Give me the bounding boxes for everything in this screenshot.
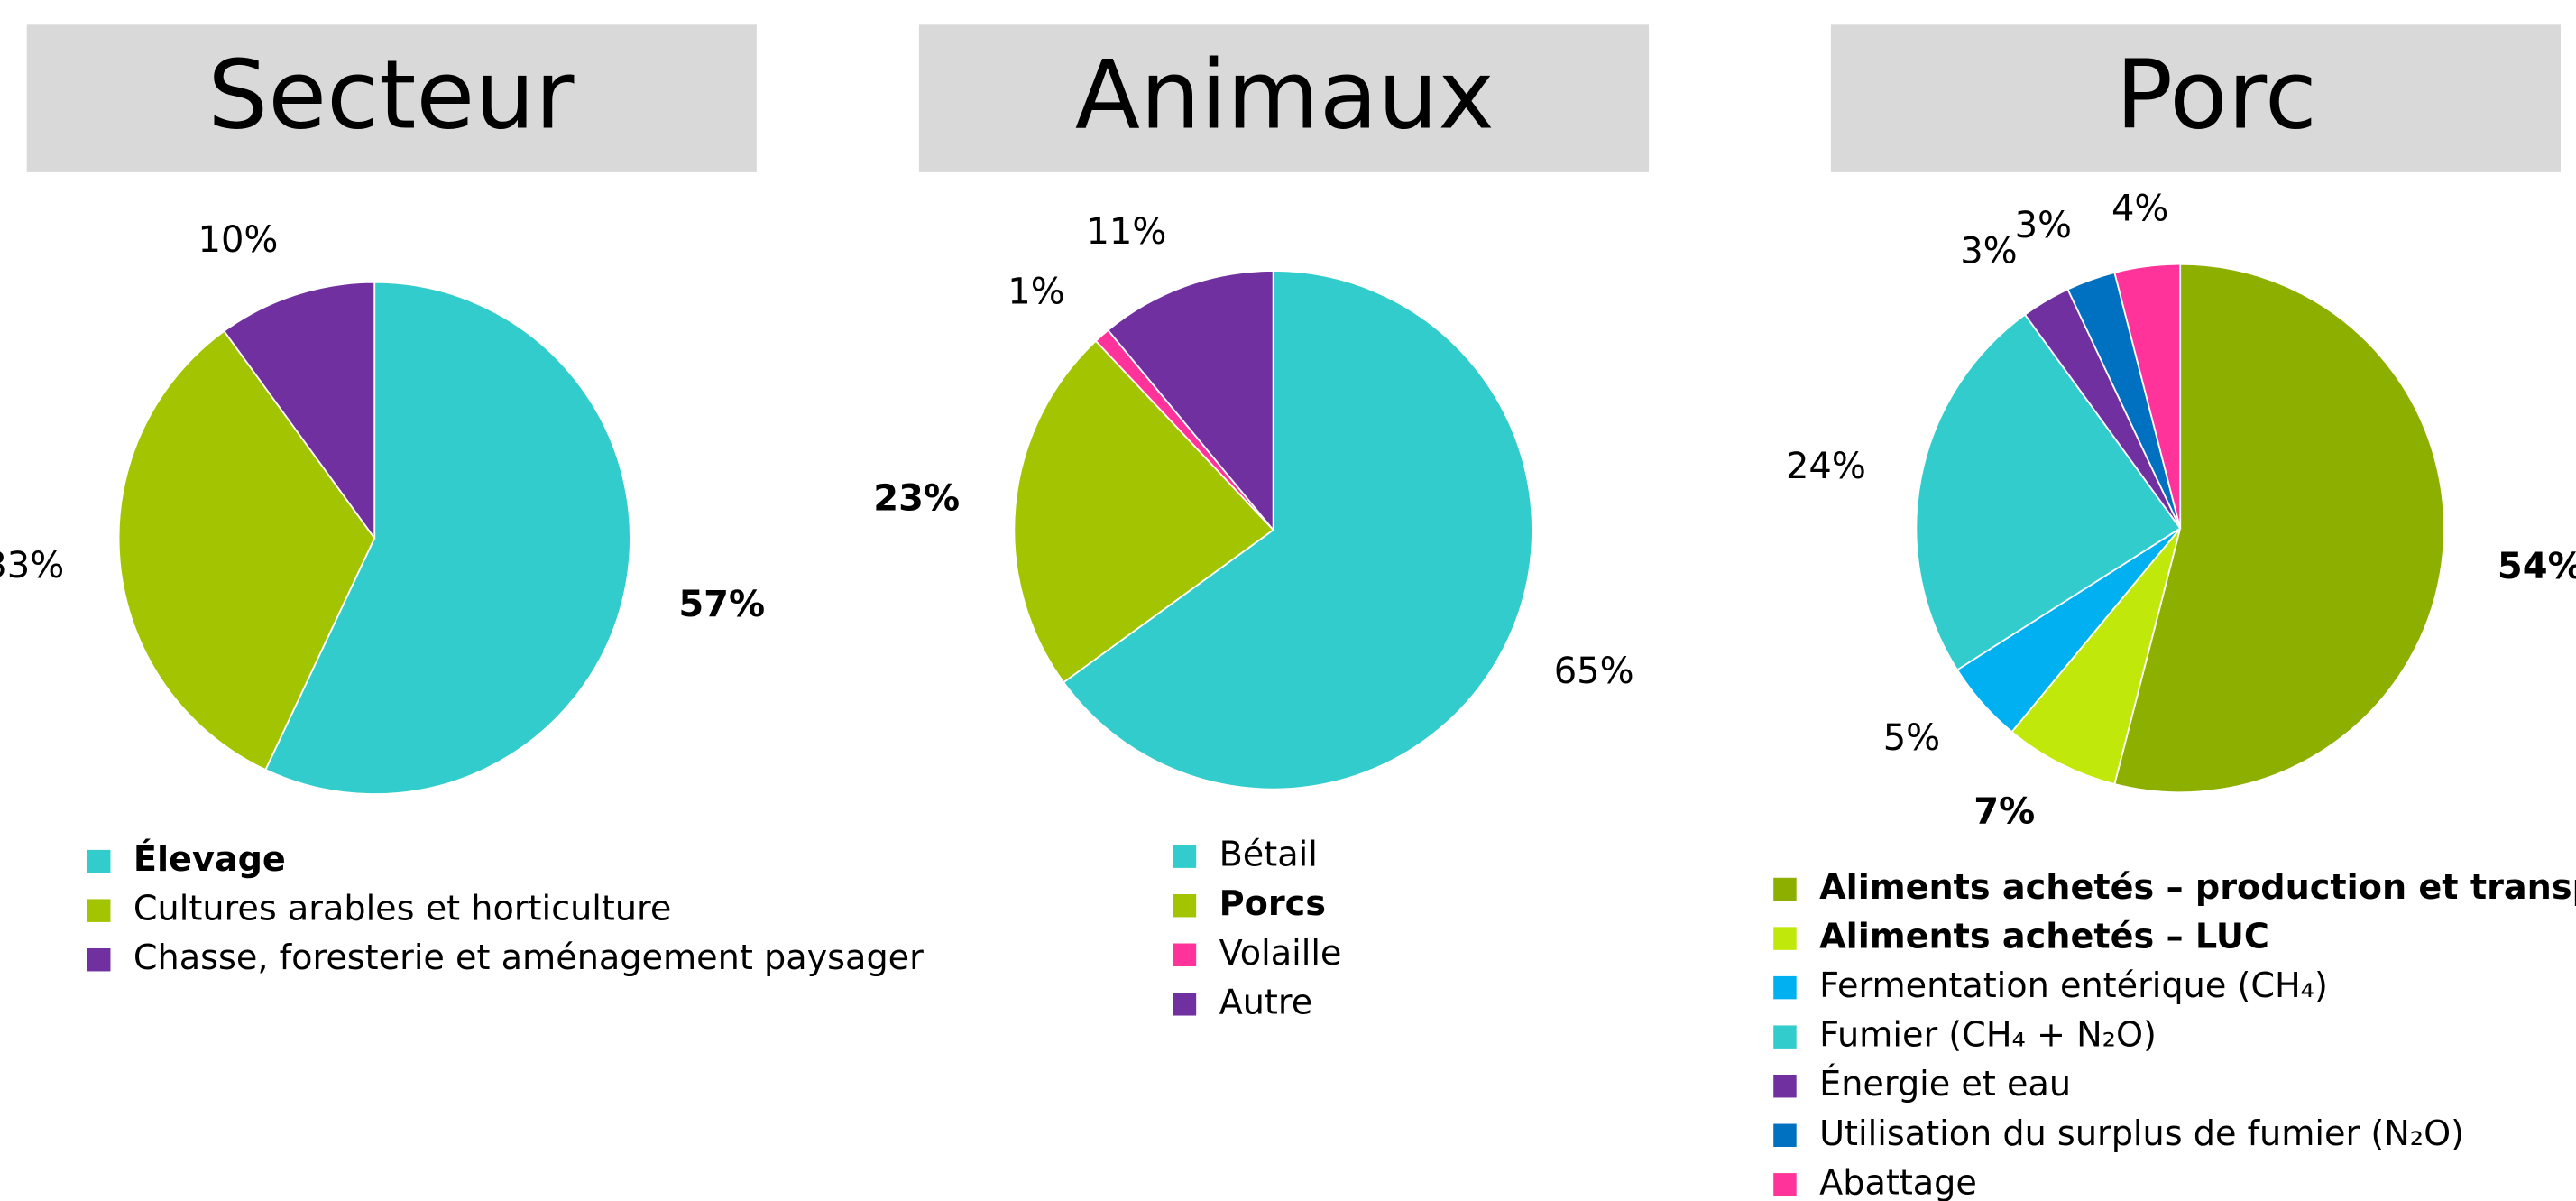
legend-swatch [87,849,111,873]
data-label: 54% [2498,546,2576,587]
data-label: 11% [1086,211,1166,253]
legend-label: Élevage [133,837,286,880]
pie-slice [1062,270,1533,790]
data-label: 3% [2015,205,2072,246]
legend-label: Abattage [1819,1163,1977,1201]
data-label: 7% [1973,790,2035,832]
legend-label: Porcs [1219,884,1326,924]
legend-swatch [1173,943,1197,966]
legend-label: Autre [1219,983,1313,1022]
pie-slice [2010,527,2182,786]
legend-swatch [1173,993,1197,1016]
legend-swatch [1173,893,1197,918]
legend-swatch [1773,1173,1797,1196]
legend-swatch [1773,877,1797,901]
legend-label: Fumier (CH₄ + N₂O) [1819,1016,2157,1056]
legend-swatch [87,947,111,972]
data-label: 65% [1554,651,1634,692]
data-label: 24% [1786,446,1866,487]
data-label: 1% [1007,271,1064,312]
chart-title: Animaux [1075,40,1495,151]
legend-label: Utilisation du surplus de fumier (N₂O) [1819,1114,2464,1154]
legend-label: Cultures arables et horticulture [133,890,671,929]
legend-swatch [1173,845,1197,868]
pie-slice [2113,263,2182,529]
legend-label: Aliments achetés – LUC [1819,918,2269,957]
legend-swatch [87,899,111,922]
data-label: 23% [873,477,960,519]
legend-swatch [1773,927,1797,950]
legend-label: Chasse, foresterie et aménagement paysag… [133,938,924,978]
title-box [1830,24,2562,172]
data-label: 5% [1883,717,1940,759]
legend-label: Bétail [1219,836,1318,875]
chart-title: Porc [2115,40,2316,151]
legend-swatch [1773,1123,1797,1147]
pie-slice [223,281,376,541]
legend-label: Aliments achetés – production et transpo… [1819,868,2576,908]
legend-swatch [1773,1074,1797,1098]
title-box [918,24,1650,172]
legend-label: Énergie et eau [1819,1062,2071,1104]
pie-slice [117,329,376,771]
title-box [26,24,757,172]
pie-slice [264,281,631,795]
pie-slice [1107,270,1274,532]
pie-slice [1915,313,2182,671]
data-label: 10% [198,219,279,261]
pie-slice [1013,339,1275,684]
chart-title: Secteur [207,40,575,151]
data-label: 33% [0,545,64,587]
legend-swatch [1773,1025,1797,1049]
legend-swatch [1773,975,1797,1000]
pie-slice [2113,263,2445,794]
data-label: 3% [1960,230,2017,272]
legend-label: Volaille [1219,934,1342,974]
data-label: 57% [678,584,765,625]
data-label: 4% [2111,189,2168,230]
legend-label: Fermentation entérique (CH₄) [1819,966,2328,1006]
